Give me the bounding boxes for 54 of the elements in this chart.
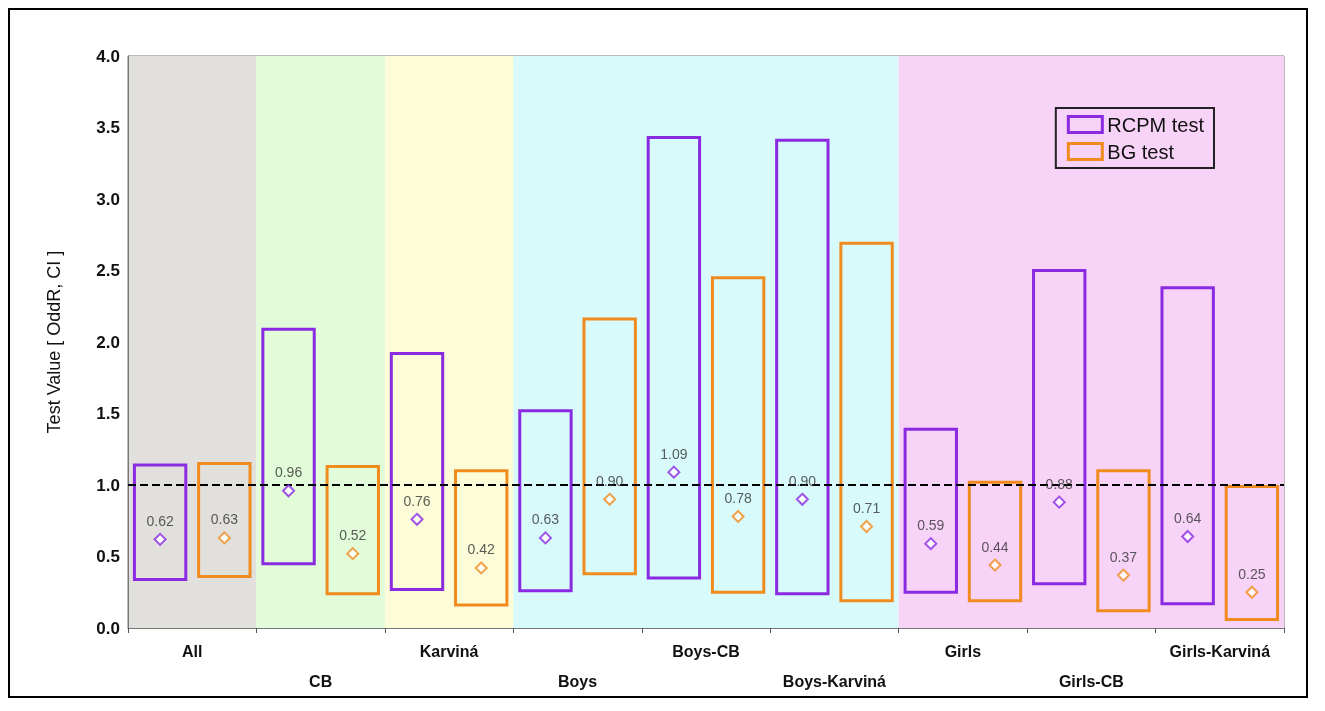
bar: [325, 464, 380, 596]
x-tick-label: Boys: [557, 672, 598, 690]
data-label: 0.71: [852, 499, 881, 516]
y-axis-title: Test Value [ OddR, CI ]: [44, 250, 64, 434]
x-tick-label: CB: [309, 672, 333, 690]
data-label: 0.25: [1238, 565, 1266, 582]
x-tick-label: Karviná: [419, 642, 479, 660]
y-tick-label: 1.0: [96, 475, 120, 495]
bar: [775, 138, 830, 596]
bar: [839, 241, 894, 603]
bar: [518, 409, 573, 593]
legend-label: BG test: [1107, 140, 1175, 163]
y-tick-label: 4.0: [96, 46, 120, 66]
bar: [389, 351, 445, 591]
y-tick-label: 0.0: [96, 618, 120, 638]
bar: [454, 469, 509, 607]
x-tick-label: Girls-Karviná: [1169, 642, 1271, 660]
data-label: 1.09: [660, 445, 688, 462]
bar: [197, 462, 252, 579]
data-label: 0.42: [467, 541, 496, 558]
x-tick-label: Boys-Karviná: [782, 672, 887, 690]
y-tick-label: 2.5: [96, 261, 120, 280]
bar: [582, 317, 637, 576]
x-tick-label: Girls: [944, 642, 982, 660]
data-label: 0.62: [146, 512, 174, 529]
data-label: 0.76: [403, 492, 431, 509]
data-label: 0.63: [531, 511, 560, 528]
y-tick-label: 3.5: [96, 118, 120, 137]
x-tick-label: All: [182, 642, 203, 660]
bar: [1032, 269, 1087, 586]
y-tick-label: 1.5: [96, 404, 120, 423]
data-label: 0.44: [981, 538, 1009, 555]
x-tick-label: Boys-CB: [672, 642, 740, 660]
data-label: 0.37: [1109, 548, 1138, 565]
data-label: 0.64: [1174, 509, 1202, 526]
bar: [1096, 469, 1151, 613]
y-tick-label: 2.0: [96, 332, 120, 352]
bar: [132, 463, 188, 581]
x-tick-label: Girls-CB: [1058, 672, 1124, 690]
bar: [967, 480, 1023, 603]
bar: [646, 136, 702, 580]
y-tick-label: 0.5: [96, 547, 120, 566]
data-label: 0.52: [339, 527, 367, 544]
data-label: 0.96: [274, 464, 303, 481]
y-tick-label: 3.0: [96, 189, 120, 209]
data-label: 0.78: [724, 489, 752, 506]
bar: [1160, 286, 1215, 606]
bar: [710, 276, 766, 594]
bar: [903, 427, 958, 594]
bar: [1224, 484, 1280, 621]
data-label: 0.59: [917, 517, 945, 534]
legend-label: RCPM test: [1107, 113, 1205, 136]
bar: [261, 327, 316, 566]
data-label: 0.63: [210, 511, 239, 528]
